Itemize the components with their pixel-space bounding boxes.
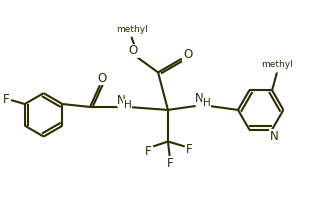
Text: N: N (270, 130, 278, 143)
Text: O: O (97, 72, 107, 85)
Text: F: F (3, 93, 10, 106)
Text: methyl: methyl (116, 25, 148, 34)
Text: F: F (186, 143, 193, 156)
Text: F: F (166, 157, 173, 170)
Text: O: O (183, 48, 192, 61)
Text: H: H (203, 98, 210, 108)
Text: methyl: methyl (115, 25, 147, 34)
Text: F: F (145, 145, 152, 158)
Text: N: N (117, 94, 126, 106)
Text: N: N (195, 92, 204, 105)
Text: H: H (124, 100, 131, 110)
Text: O: O (129, 44, 138, 57)
Text: methyl: methyl (261, 60, 293, 69)
